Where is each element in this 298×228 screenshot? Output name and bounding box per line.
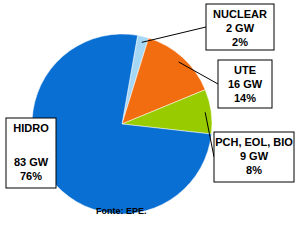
capacity-label: 2 GW	[226, 22, 255, 34]
category-label: NUCLEAR	[213, 8, 267, 20]
pie-slice	[32, 34, 211, 214]
data-label: 76%	[20, 170, 42, 182]
data-label: 14%	[234, 92, 256, 104]
category-label: PCH, EOL, BIO	[215, 136, 293, 148]
capacity-label: 83 GW	[14, 156, 49, 168]
source: Fonte: EPE.	[96, 206, 147, 216]
labels: NUCLEAR 2 GW 2% UTE 16 GW 14% PCH, EOL, BIO 9 G…	[6, 4, 294, 188]
leader-line	[179, 62, 218, 84]
leader-line	[142, 27, 206, 42]
capacity-label: 16 GW	[228, 78, 263, 90]
capacity-label: 9 GW	[240, 150, 269, 162]
leader-line	[205, 112, 214, 157]
chart: NUCLEAR 2 GW 2% UTE 16 GW 14% PCH, EOL, BIO 9 G…	[0, 0, 298, 228]
category-label: UTE	[234, 64, 256, 76]
label-box	[218, 60, 272, 108]
label-box	[214, 132, 294, 182]
category-label: HIDRO	[13, 122, 49, 134]
data-label: 8%	[246, 164, 262, 176]
data-label: 2%	[232, 36, 248, 48]
label-box	[206, 4, 274, 50]
slices	[32, 34, 212, 214]
label-box	[6, 118, 56, 188]
